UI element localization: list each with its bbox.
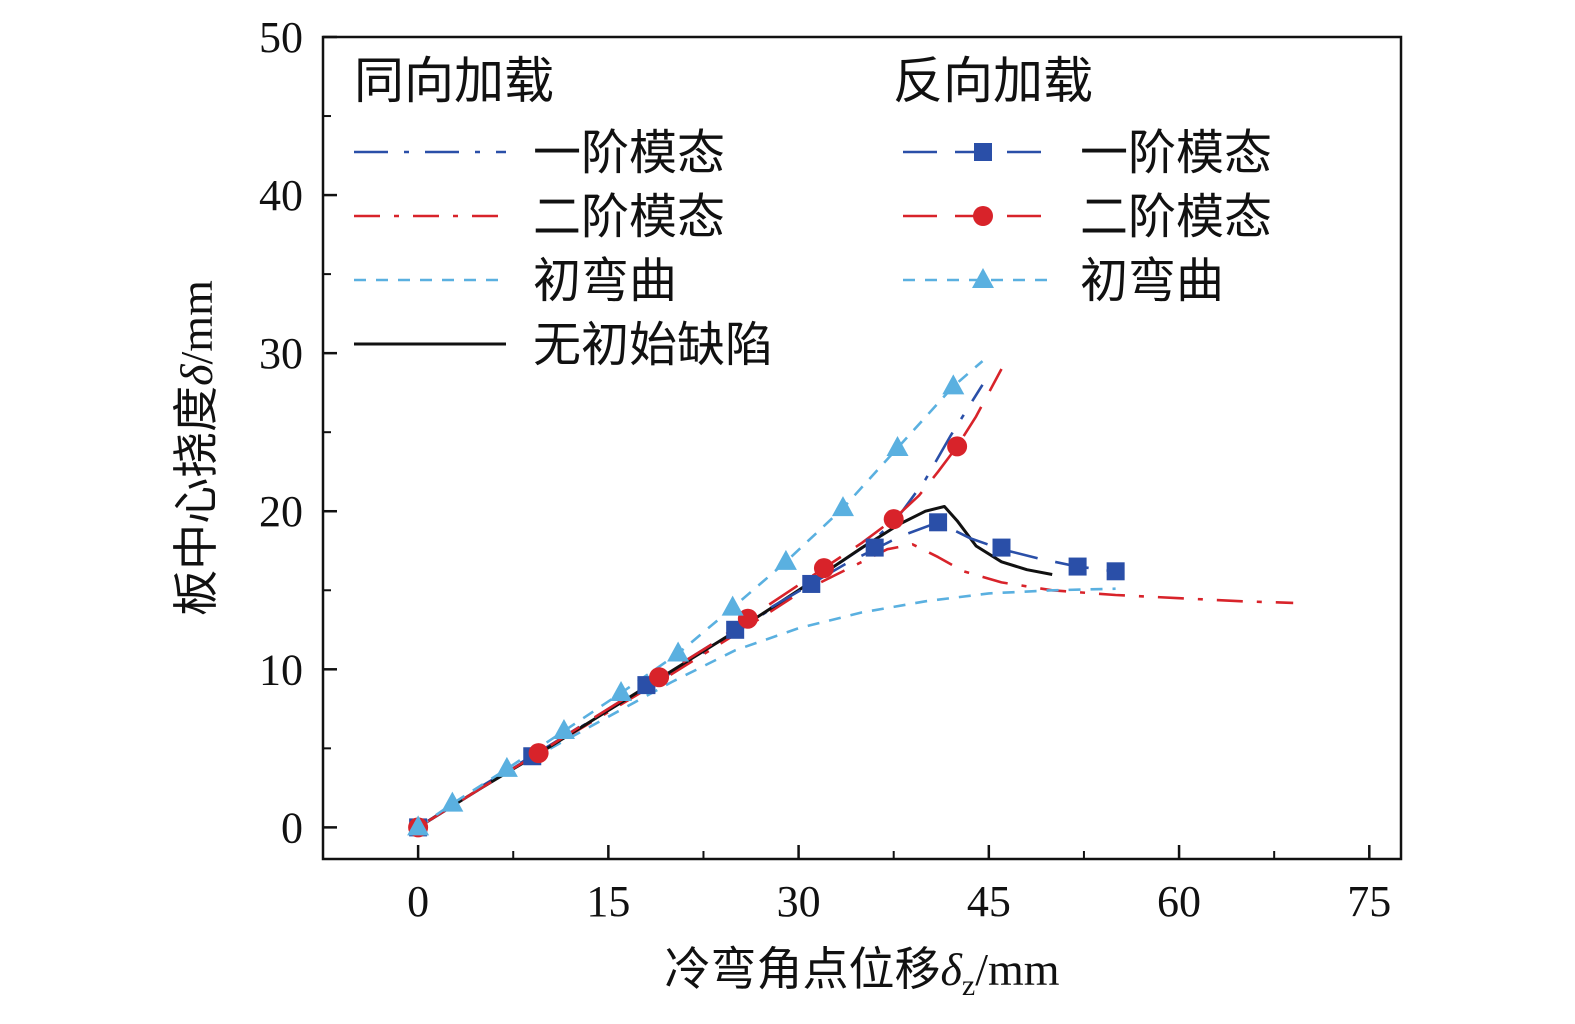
series-5-marker	[737, 608, 758, 629]
y-axis-title-symbol: δ	[171, 364, 222, 386]
legend-entry-label: 二阶模态	[533, 189, 725, 245]
legend-entry-label: 无初始缺陷	[533, 317, 773, 373]
x-tick-label: 45	[967, 877, 1011, 926]
series-6-marker	[721, 595, 744, 616]
series-6-marker	[407, 815, 430, 836]
y-tick-label: 50	[259, 13, 303, 62]
legend-group-title-1: 反向加载	[893, 52, 1093, 110]
x-axis-title-subscript: z	[962, 969, 975, 1002]
legend-entry-label: 二阶模态	[1080, 189, 1272, 245]
legend-entry-label: 初弯曲	[533, 253, 677, 309]
y-tick-label: 40	[259, 171, 303, 220]
marker-layer	[407, 374, 1125, 838]
y-tick-label: 30	[259, 329, 303, 378]
y-axis-title-main: 板中心挠度	[169, 386, 223, 616]
series-6-marker	[610, 681, 633, 702]
series-line-4	[417, 520, 1116, 829]
series-6-marker	[831, 496, 854, 517]
y-axis-title-unit: /mm	[171, 280, 222, 365]
y-tick-label: 20	[259, 487, 303, 536]
series-5-marker	[528, 743, 549, 764]
series-line-5	[417, 368, 1003, 829]
legend-entry-label: 一阶模态	[1080, 125, 1272, 181]
series-6-marker	[886, 436, 909, 456]
y-tick-label: 10	[259, 645, 303, 694]
series-4-marker	[1106, 562, 1125, 581]
plot-frame	[321, 35, 1403, 861]
x-axis-title: 冷弯角点位移δz/mm	[664, 942, 1059, 1002]
series-4-marker	[726, 620, 745, 639]
series-line-2	[417, 587, 1116, 829]
series-6-marker	[441, 791, 464, 812]
x-tick-label: 75	[1347, 877, 1391, 926]
series-4-marker	[992, 538, 1011, 557]
series-6-marker	[774, 549, 797, 570]
x-axis-title-symbol: δ	[940, 944, 962, 995]
x-tick-label: 0	[407, 877, 429, 926]
legend-sample-marker	[972, 268, 994, 288]
series-6-marker	[495, 756, 518, 777]
y-tick-label: 0	[281, 803, 303, 852]
series-line-1	[417, 543, 1294, 829]
legend-entry-label: 初弯曲	[1080, 253, 1224, 309]
y-axis-title: 板中心挠度δ/mm	[169, 280, 223, 616]
series-line-3	[417, 505, 1053, 829]
series-layer	[417, 360, 1294, 829]
series-5-marker	[813, 558, 834, 579]
legend-group-title-0: 同向加载	[354, 52, 554, 110]
series-5-marker	[947, 436, 968, 457]
series-4-marker	[865, 538, 884, 557]
x-axis-title-main: 冷弯角点位移	[664, 942, 940, 996]
series-line-6	[417, 360, 984, 829]
x-tick-label: 15	[586, 877, 630, 926]
series-5-marker	[649, 667, 670, 688]
series-6-marker	[942, 374, 965, 395]
series-6-marker	[552, 718, 575, 739]
ticks	[323, 35, 1371, 859]
series-4-marker	[929, 513, 948, 532]
legend-sample-marker	[973, 206, 993, 226]
legend-entry-label: 一阶模态	[533, 125, 725, 181]
legend-sample-marker	[974, 143, 992, 161]
series-6-marker	[667, 641, 690, 662]
x-tick-label: 30	[777, 877, 821, 926]
series-4-marker	[1068, 557, 1087, 576]
x-tick-label: 60	[1157, 877, 1201, 926]
tick-labels: 0 15 30 45 60 75 0 10 20 30 40 50	[259, 13, 1391, 926]
series-5-marker	[883, 509, 904, 530]
x-axis-title-unit: /mm	[975, 944, 1060, 995]
series-4-marker	[802, 574, 821, 593]
